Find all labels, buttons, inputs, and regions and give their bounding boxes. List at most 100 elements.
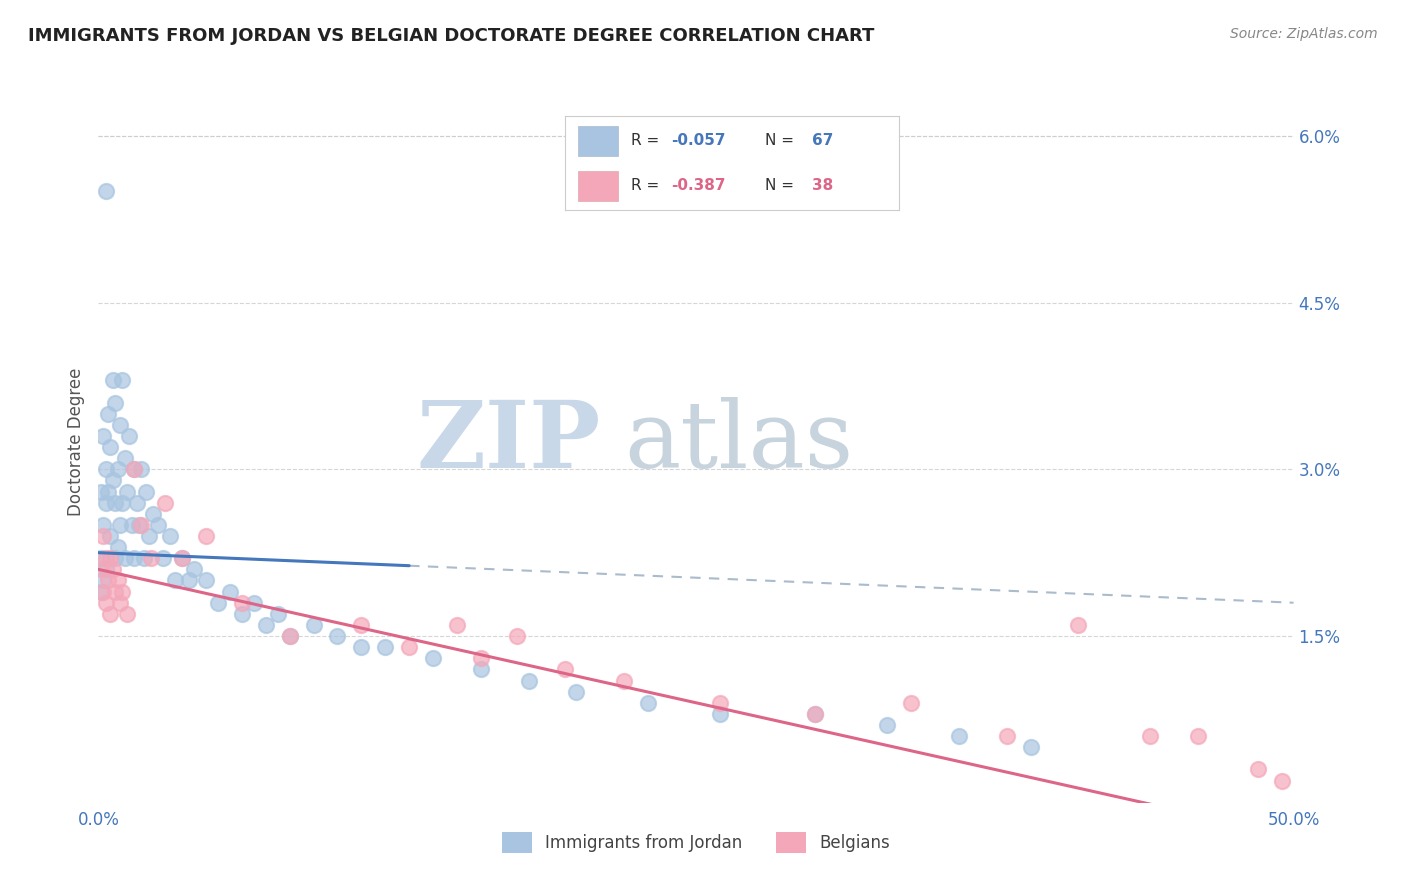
Point (114, 551, 136, 566)
Point (124, 462, 146, 476)
Point (90, 584, 112, 599)
Point (101, 373, 124, 387)
Point (94, 562, 117, 576)
Point (565, 684, 588, 698)
Point (139, 551, 162, 566)
Point (104, 395, 127, 409)
Text: atlas: atlas (624, 397, 853, 486)
Point (278, 629, 301, 643)
Point (97, 484, 120, 499)
Point (118, 429, 141, 443)
Point (183, 562, 205, 576)
Point (115, 607, 138, 621)
Point (98, 440, 122, 454)
Point (1187, 729, 1209, 743)
Point (254, 618, 277, 632)
Point (131, 517, 153, 532)
Point (195, 529, 218, 543)
Point (121, 517, 143, 532)
Point (91, 574, 114, 588)
Text: ZIP: ZIP (416, 397, 600, 486)
Point (111, 373, 134, 387)
Point (948, 729, 970, 743)
Point (91, 529, 114, 543)
Point (1271, 773, 1294, 788)
Point (302, 618, 325, 632)
Point (108, 517, 131, 532)
Point (326, 629, 349, 643)
Point (470, 651, 492, 665)
Point (108, 417, 131, 432)
Point (207, 596, 229, 610)
Point (104, 584, 127, 599)
Point (163, 574, 186, 588)
Point (195, 574, 218, 588)
Point (219, 584, 242, 599)
Point (91, 584, 114, 599)
Point (91, 429, 114, 443)
Point (278, 629, 301, 643)
Point (125, 496, 148, 510)
Point (148, 517, 170, 532)
Point (709, 696, 731, 710)
Point (131, 462, 153, 476)
Point (804, 706, 827, 721)
Point (135, 484, 157, 499)
Point (107, 574, 129, 588)
Point (132, 551, 155, 566)
Point (104, 551, 127, 566)
Point (94, 551, 117, 566)
Point (94, 462, 117, 476)
Point (94, 185, 117, 199)
Point (98, 529, 122, 543)
Point (94, 496, 117, 510)
Point (267, 607, 290, 621)
Point (350, 618, 373, 632)
Point (115, 484, 138, 499)
Point (1247, 763, 1270, 777)
Point (142, 507, 165, 521)
Point (97, 574, 120, 588)
Point (159, 529, 181, 543)
Point (101, 474, 124, 488)
Legend: Immigrants from Jordan, Belgians: Immigrants from Jordan, Belgians (495, 826, 897, 860)
Point (876, 718, 898, 732)
Point (243, 596, 266, 610)
Point (398, 640, 420, 655)
Point (506, 629, 529, 643)
Text: Source: ZipAtlas.com: Source: ZipAtlas.com (1230, 27, 1378, 41)
Point (231, 596, 253, 610)
Point (107, 540, 129, 554)
Point (98, 607, 122, 621)
Point (995, 729, 1018, 743)
Point (90, 484, 112, 499)
Point (900, 696, 922, 710)
Point (446, 618, 468, 632)
Point (231, 607, 253, 621)
Point (422, 651, 444, 665)
Point (152, 551, 174, 566)
Point (172, 551, 194, 566)
Point (517, 673, 540, 688)
Point (124, 462, 146, 476)
Y-axis label: Doctorate Degree: Doctorate Degree (66, 368, 84, 516)
Point (91, 517, 114, 532)
Point (172, 551, 194, 566)
Point (470, 662, 492, 676)
Point (114, 451, 136, 466)
Point (1019, 740, 1042, 755)
Point (111, 584, 134, 599)
Text: IMMIGRANTS FROM JORDAN VS BELGIAN DOCTORATE DEGREE CORRELATION CHART: IMMIGRANTS FROM JORDAN VS BELGIAN DOCTOR… (28, 27, 875, 45)
Point (1139, 729, 1161, 743)
Point (94, 596, 117, 610)
Point (1067, 618, 1090, 632)
Point (124, 551, 146, 566)
Point (804, 706, 827, 721)
Point (350, 640, 373, 655)
Point (554, 662, 576, 676)
Point (90, 551, 112, 566)
Point (179, 574, 201, 588)
Point (107, 462, 129, 476)
Point (374, 640, 396, 655)
Point (108, 596, 131, 610)
